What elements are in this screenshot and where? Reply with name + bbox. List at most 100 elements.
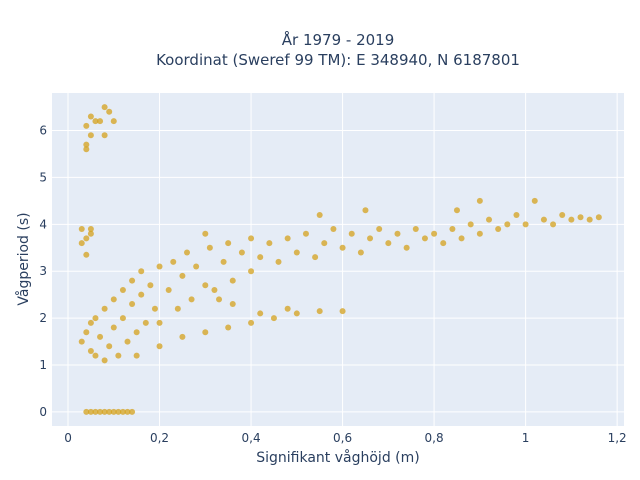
scatter-point <box>376 226 383 233</box>
x-axis-title: Signifikant våghöjd (m) <box>256 449 419 466</box>
scatter-point <box>147 282 154 289</box>
scatter-point <box>115 408 122 415</box>
scatter-point <box>119 315 126 322</box>
scatter-point <box>577 214 584 221</box>
scatter-point <box>238 249 245 256</box>
scatter-point <box>440 240 447 247</box>
scatter-point <box>87 113 94 120</box>
scatter-point <box>453 207 460 214</box>
scatter-point <box>513 211 520 218</box>
scatter-point <box>188 296 195 303</box>
x-tick-label: 0 <box>64 431 72 445</box>
scatter-point <box>403 244 410 251</box>
scatter-point <box>559 211 566 218</box>
scatter-point <box>101 357 108 364</box>
scatter-point <box>467 221 474 228</box>
scatter-point <box>568 216 575 223</box>
scatter-point <box>87 230 94 237</box>
scatter-point <box>362 207 369 214</box>
scatter-point <box>106 108 113 115</box>
scatter-point <box>83 251 90 258</box>
scatter-point <box>133 329 140 336</box>
scatter-point <box>87 226 94 233</box>
x-tick-label: 0,4 <box>242 431 261 445</box>
scatter-point <box>170 258 177 265</box>
scatter-point <box>129 301 136 308</box>
scatter-point <box>316 211 323 218</box>
scatter-point <box>156 319 163 326</box>
scatter-point <box>202 329 209 336</box>
scatter-point <box>92 352 99 359</box>
scatter-point <box>266 240 273 247</box>
scatter-point <box>83 235 90 242</box>
scatter-point <box>124 338 131 345</box>
y-axis-title: Vågperiod (s) <box>15 212 32 305</box>
scatter-point <box>174 305 181 312</box>
scatter-point <box>394 230 401 237</box>
scatter-point <box>151 305 158 312</box>
y-tick-label: 2 <box>39 311 47 325</box>
x-tick-label: 1 <box>522 431 530 445</box>
scatter-point <box>124 408 131 415</box>
scatter-point <box>431 230 438 237</box>
scatter-point <box>142 319 149 326</box>
scatter-point <box>348 230 355 237</box>
scatter-point <box>531 197 538 204</box>
scatter-point <box>138 291 145 298</box>
scatter-point <box>129 408 136 415</box>
scatter-point <box>302 230 309 237</box>
scatter-points <box>78 104 602 415</box>
y-tick-label: 4 <box>39 217 47 231</box>
scatter-point <box>357 249 364 256</box>
scatter-point <box>101 408 108 415</box>
scatter-point <box>248 235 255 242</box>
y-axis-ticks: 0 1 2 3 4 5 6 <box>39 124 47 419</box>
scatter-point <box>101 305 108 312</box>
chart-subtitle: Koordinat (Sweref 99 TM): E 348940, N 61… <box>156 51 520 69</box>
x-tick-label: 1,2 <box>608 431 627 445</box>
y-tick-label: 1 <box>39 358 47 372</box>
scatter-point <box>550 221 557 228</box>
scatter-point <box>270 315 277 322</box>
scatter-point <box>595 214 602 221</box>
scatter-point <box>257 254 264 261</box>
scatter-point <box>284 235 291 242</box>
scatter-point <box>92 118 99 125</box>
x-axis-ticks: 0 0,2 0,4 0,6 0,8 1 1,2 <box>64 431 626 445</box>
scatter-point <box>83 141 90 148</box>
x-tick-label: 0,6 <box>333 431 352 445</box>
scatter-point <box>179 333 186 340</box>
scatter-point <box>87 319 94 326</box>
scatter-point <box>87 347 94 354</box>
scatter-point <box>106 343 113 350</box>
scatter-point <box>586 216 593 223</box>
scatter-point <box>110 324 117 331</box>
scatter-point <box>316 308 323 315</box>
scatter-point <box>293 249 300 256</box>
scatter-point <box>179 272 186 279</box>
scatter-point <box>330 226 337 233</box>
scatter-point <box>504 221 511 228</box>
scatter-point <box>211 286 218 293</box>
scatter-point <box>156 343 163 350</box>
scatter-point <box>97 118 104 125</box>
scatter-point <box>367 235 374 242</box>
scatter-point <box>92 315 99 322</box>
scatter-point <box>97 333 104 340</box>
scatter-point <box>248 268 255 275</box>
scatter-point <box>119 408 126 415</box>
scatter-point <box>193 263 200 270</box>
y-tick-label: 6 <box>39 124 47 138</box>
scatter-point <box>293 310 300 317</box>
scatter-point <box>119 286 126 293</box>
scatter-point <box>110 296 117 303</box>
scatter-point <box>83 122 90 129</box>
scatter-point <box>229 301 236 308</box>
scatter-point <box>78 240 85 247</box>
scatter-point <box>412 226 419 233</box>
scatter-point <box>110 408 117 415</box>
scatter-point <box>106 408 113 415</box>
plot-area <box>52 93 624 426</box>
scatter-point <box>156 263 163 270</box>
